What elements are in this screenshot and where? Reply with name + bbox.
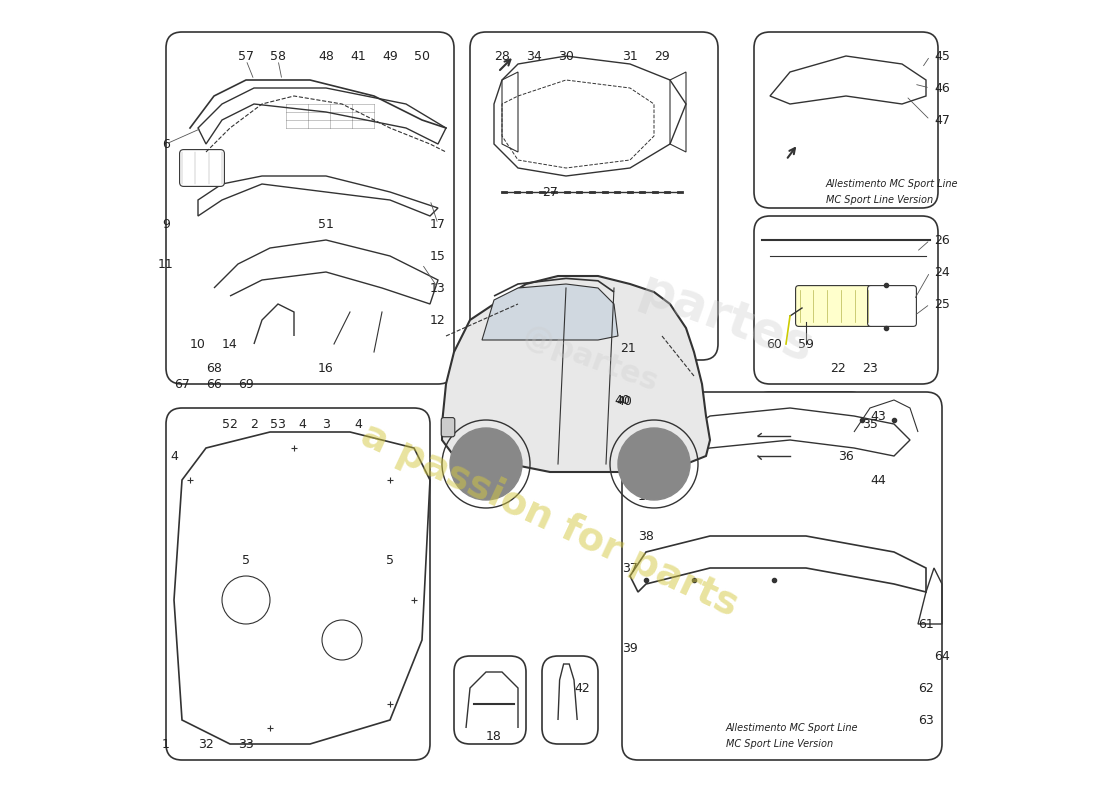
Text: 24: 24 bbox=[934, 266, 950, 278]
Text: 58: 58 bbox=[270, 50, 286, 62]
Text: 59: 59 bbox=[799, 338, 814, 350]
Text: 26: 26 bbox=[934, 234, 950, 246]
Text: 53: 53 bbox=[271, 418, 286, 430]
Text: 36: 36 bbox=[838, 450, 854, 462]
Text: 40: 40 bbox=[616, 395, 632, 408]
Text: 2: 2 bbox=[250, 418, 257, 430]
Text: 47: 47 bbox=[934, 114, 950, 126]
Text: 21: 21 bbox=[620, 342, 636, 354]
Text: 67: 67 bbox=[174, 378, 190, 390]
Text: 31: 31 bbox=[623, 50, 638, 62]
Text: 69: 69 bbox=[238, 378, 254, 390]
Text: 17: 17 bbox=[430, 218, 446, 230]
Text: 52: 52 bbox=[222, 418, 238, 430]
Text: MC Sport Line Version: MC Sport Line Version bbox=[826, 195, 933, 205]
FancyBboxPatch shape bbox=[542, 656, 598, 744]
FancyBboxPatch shape bbox=[621, 392, 942, 760]
Text: 46: 46 bbox=[934, 82, 950, 94]
Text: 19: 19 bbox=[638, 490, 653, 502]
FancyBboxPatch shape bbox=[754, 32, 938, 208]
Text: 25: 25 bbox=[934, 298, 950, 310]
Text: 63: 63 bbox=[918, 714, 934, 726]
Text: 66: 66 bbox=[206, 378, 222, 390]
Text: 22: 22 bbox=[830, 362, 846, 374]
Text: 1: 1 bbox=[162, 738, 169, 750]
Text: 23: 23 bbox=[862, 362, 878, 374]
Text: 4: 4 bbox=[298, 418, 306, 430]
Text: @partes: @partes bbox=[519, 322, 661, 398]
FancyBboxPatch shape bbox=[754, 392, 866, 496]
Text: 51: 51 bbox=[318, 218, 334, 230]
Text: 4: 4 bbox=[170, 450, 178, 462]
Text: partes: partes bbox=[632, 266, 820, 374]
Text: 61: 61 bbox=[918, 618, 934, 630]
Text: 28: 28 bbox=[494, 50, 510, 62]
Text: 3: 3 bbox=[322, 418, 330, 430]
Text: Allestimento MC Sport Line: Allestimento MC Sport Line bbox=[726, 723, 858, 733]
Text: a passion for parts: a passion for parts bbox=[355, 416, 745, 624]
Text: 38: 38 bbox=[638, 530, 653, 542]
Text: 5: 5 bbox=[386, 554, 394, 566]
Text: 13: 13 bbox=[430, 282, 446, 294]
Text: 29: 29 bbox=[654, 50, 670, 62]
Circle shape bbox=[618, 428, 690, 500]
Text: 12: 12 bbox=[430, 314, 446, 326]
FancyBboxPatch shape bbox=[454, 656, 526, 744]
Circle shape bbox=[450, 428, 522, 500]
Text: 42: 42 bbox=[574, 682, 590, 694]
Text: 30: 30 bbox=[558, 50, 574, 62]
Text: 10: 10 bbox=[190, 338, 206, 350]
Text: 34: 34 bbox=[526, 50, 542, 62]
Text: 37: 37 bbox=[623, 562, 638, 574]
Text: 64: 64 bbox=[934, 650, 950, 662]
FancyBboxPatch shape bbox=[166, 32, 454, 384]
Text: Allestimento MC Sport Line: Allestimento MC Sport Line bbox=[826, 179, 958, 189]
Text: 68: 68 bbox=[206, 362, 222, 374]
Text: 32: 32 bbox=[198, 738, 213, 750]
Text: 62: 62 bbox=[918, 682, 934, 694]
FancyBboxPatch shape bbox=[868, 286, 916, 326]
Text: 45: 45 bbox=[934, 50, 950, 62]
Text: 35: 35 bbox=[862, 418, 878, 430]
Text: 11: 11 bbox=[158, 258, 174, 270]
Text: 15: 15 bbox=[430, 250, 446, 262]
Polygon shape bbox=[442, 276, 710, 472]
Text: 27: 27 bbox=[542, 186, 558, 198]
Polygon shape bbox=[482, 284, 618, 340]
Text: 60: 60 bbox=[766, 338, 782, 350]
Text: MC Sport Line Version: MC Sport Line Version bbox=[726, 739, 833, 749]
Text: 6: 6 bbox=[162, 138, 169, 150]
Text: 20: 20 bbox=[654, 450, 670, 462]
FancyBboxPatch shape bbox=[470, 32, 718, 360]
Text: 48: 48 bbox=[318, 50, 334, 62]
Text: 14: 14 bbox=[222, 338, 238, 350]
Text: 9: 9 bbox=[162, 218, 169, 230]
Text: 39: 39 bbox=[623, 450, 638, 462]
FancyBboxPatch shape bbox=[441, 418, 454, 437]
Text: 43: 43 bbox=[870, 410, 886, 422]
Text: 40: 40 bbox=[614, 394, 630, 406]
Text: 5: 5 bbox=[242, 554, 250, 566]
Text: 4: 4 bbox=[354, 418, 362, 430]
Text: 50: 50 bbox=[414, 50, 430, 62]
Text: 49: 49 bbox=[382, 50, 398, 62]
Text: 39: 39 bbox=[623, 642, 638, 654]
FancyBboxPatch shape bbox=[795, 286, 872, 326]
Text: 41: 41 bbox=[350, 50, 366, 62]
Text: 57: 57 bbox=[238, 50, 254, 62]
Text: 16: 16 bbox=[318, 362, 334, 374]
Text: 18: 18 bbox=[486, 730, 502, 742]
FancyBboxPatch shape bbox=[166, 408, 430, 760]
Text: 33: 33 bbox=[238, 738, 254, 750]
Text: 44: 44 bbox=[870, 474, 886, 486]
FancyBboxPatch shape bbox=[754, 216, 938, 384]
FancyBboxPatch shape bbox=[179, 150, 224, 186]
